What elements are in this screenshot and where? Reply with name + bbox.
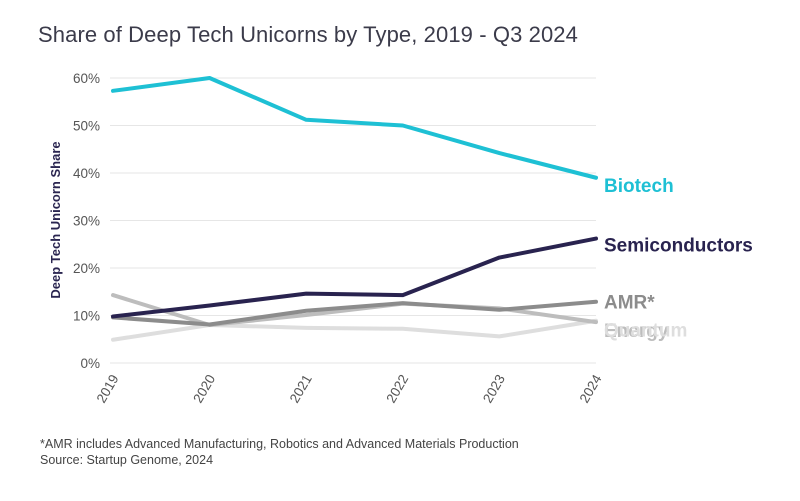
series-label-quantum: Quantum: [604, 321, 687, 342]
y-tick-label: 0%: [80, 356, 100, 371]
footnote-source: Source: Startup Genome, 2024: [40, 453, 214, 467]
series-line-biotech: [111, 76, 598, 180]
y-tick-label: 40%: [73, 166, 100, 181]
y-axis-title: Deep Tech Unicorn Share: [48, 141, 63, 298]
x-tick-label: 2023: [480, 372, 508, 406]
series-label-amr: AMR*: [604, 293, 655, 314]
x-tick-label: 2021: [287, 372, 315, 406]
x-tick-label: 2022: [383, 372, 411, 406]
series-line-quantum: [111, 318, 598, 342]
chart-title: Share of Deep Tech Unicorns by Type, 201…: [38, 22, 578, 47]
x-tick-label: 2020: [190, 372, 218, 406]
footnote-amr-definition: *AMR includes Advanced Manufacturing, Ro…: [40, 437, 519, 451]
series-line-amr: [111, 299, 598, 327]
y-tick-label: 30%: [73, 214, 100, 229]
gridlines: [110, 77, 596, 364]
y-tick-label: 50%: [73, 119, 100, 134]
chart-footnote: *AMR includes Advanced Manufacturing, Ro…: [40, 436, 519, 468]
y-axis-ticks: 0% 10% 20% 30% 40% 50% 60%: [73, 71, 100, 371]
series-line-semiconductors: [111, 236, 598, 319]
y-tick-label: 20%: [73, 261, 100, 276]
y-tick-label: 10%: [73, 309, 100, 324]
series-label-biotech: Biotech: [604, 176, 674, 197]
x-tick-label: 2024: [577, 372, 605, 406]
x-axis-ticks: 2019 2020 2021 2022 2023 2024: [94, 372, 605, 406]
x-tick-label: 2019: [94, 372, 122, 406]
series-label-energy: Energy: [604, 321, 669, 342]
y-tick-label: 60%: [73, 71, 100, 86]
series-label-semiconductors: Semiconductors: [604, 236, 753, 257]
series-lines: [111, 76, 598, 342]
series-line-energy: [111, 293, 598, 327]
